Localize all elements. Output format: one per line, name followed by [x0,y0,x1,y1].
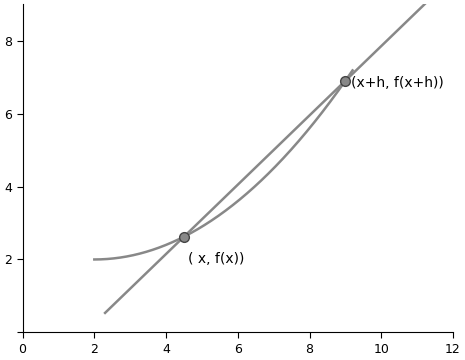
Text: ( x, f(x)): ( x, f(x)) [187,252,244,266]
Text: (x+h, f(x+h)): (x+h, f(x+h)) [351,76,444,90]
